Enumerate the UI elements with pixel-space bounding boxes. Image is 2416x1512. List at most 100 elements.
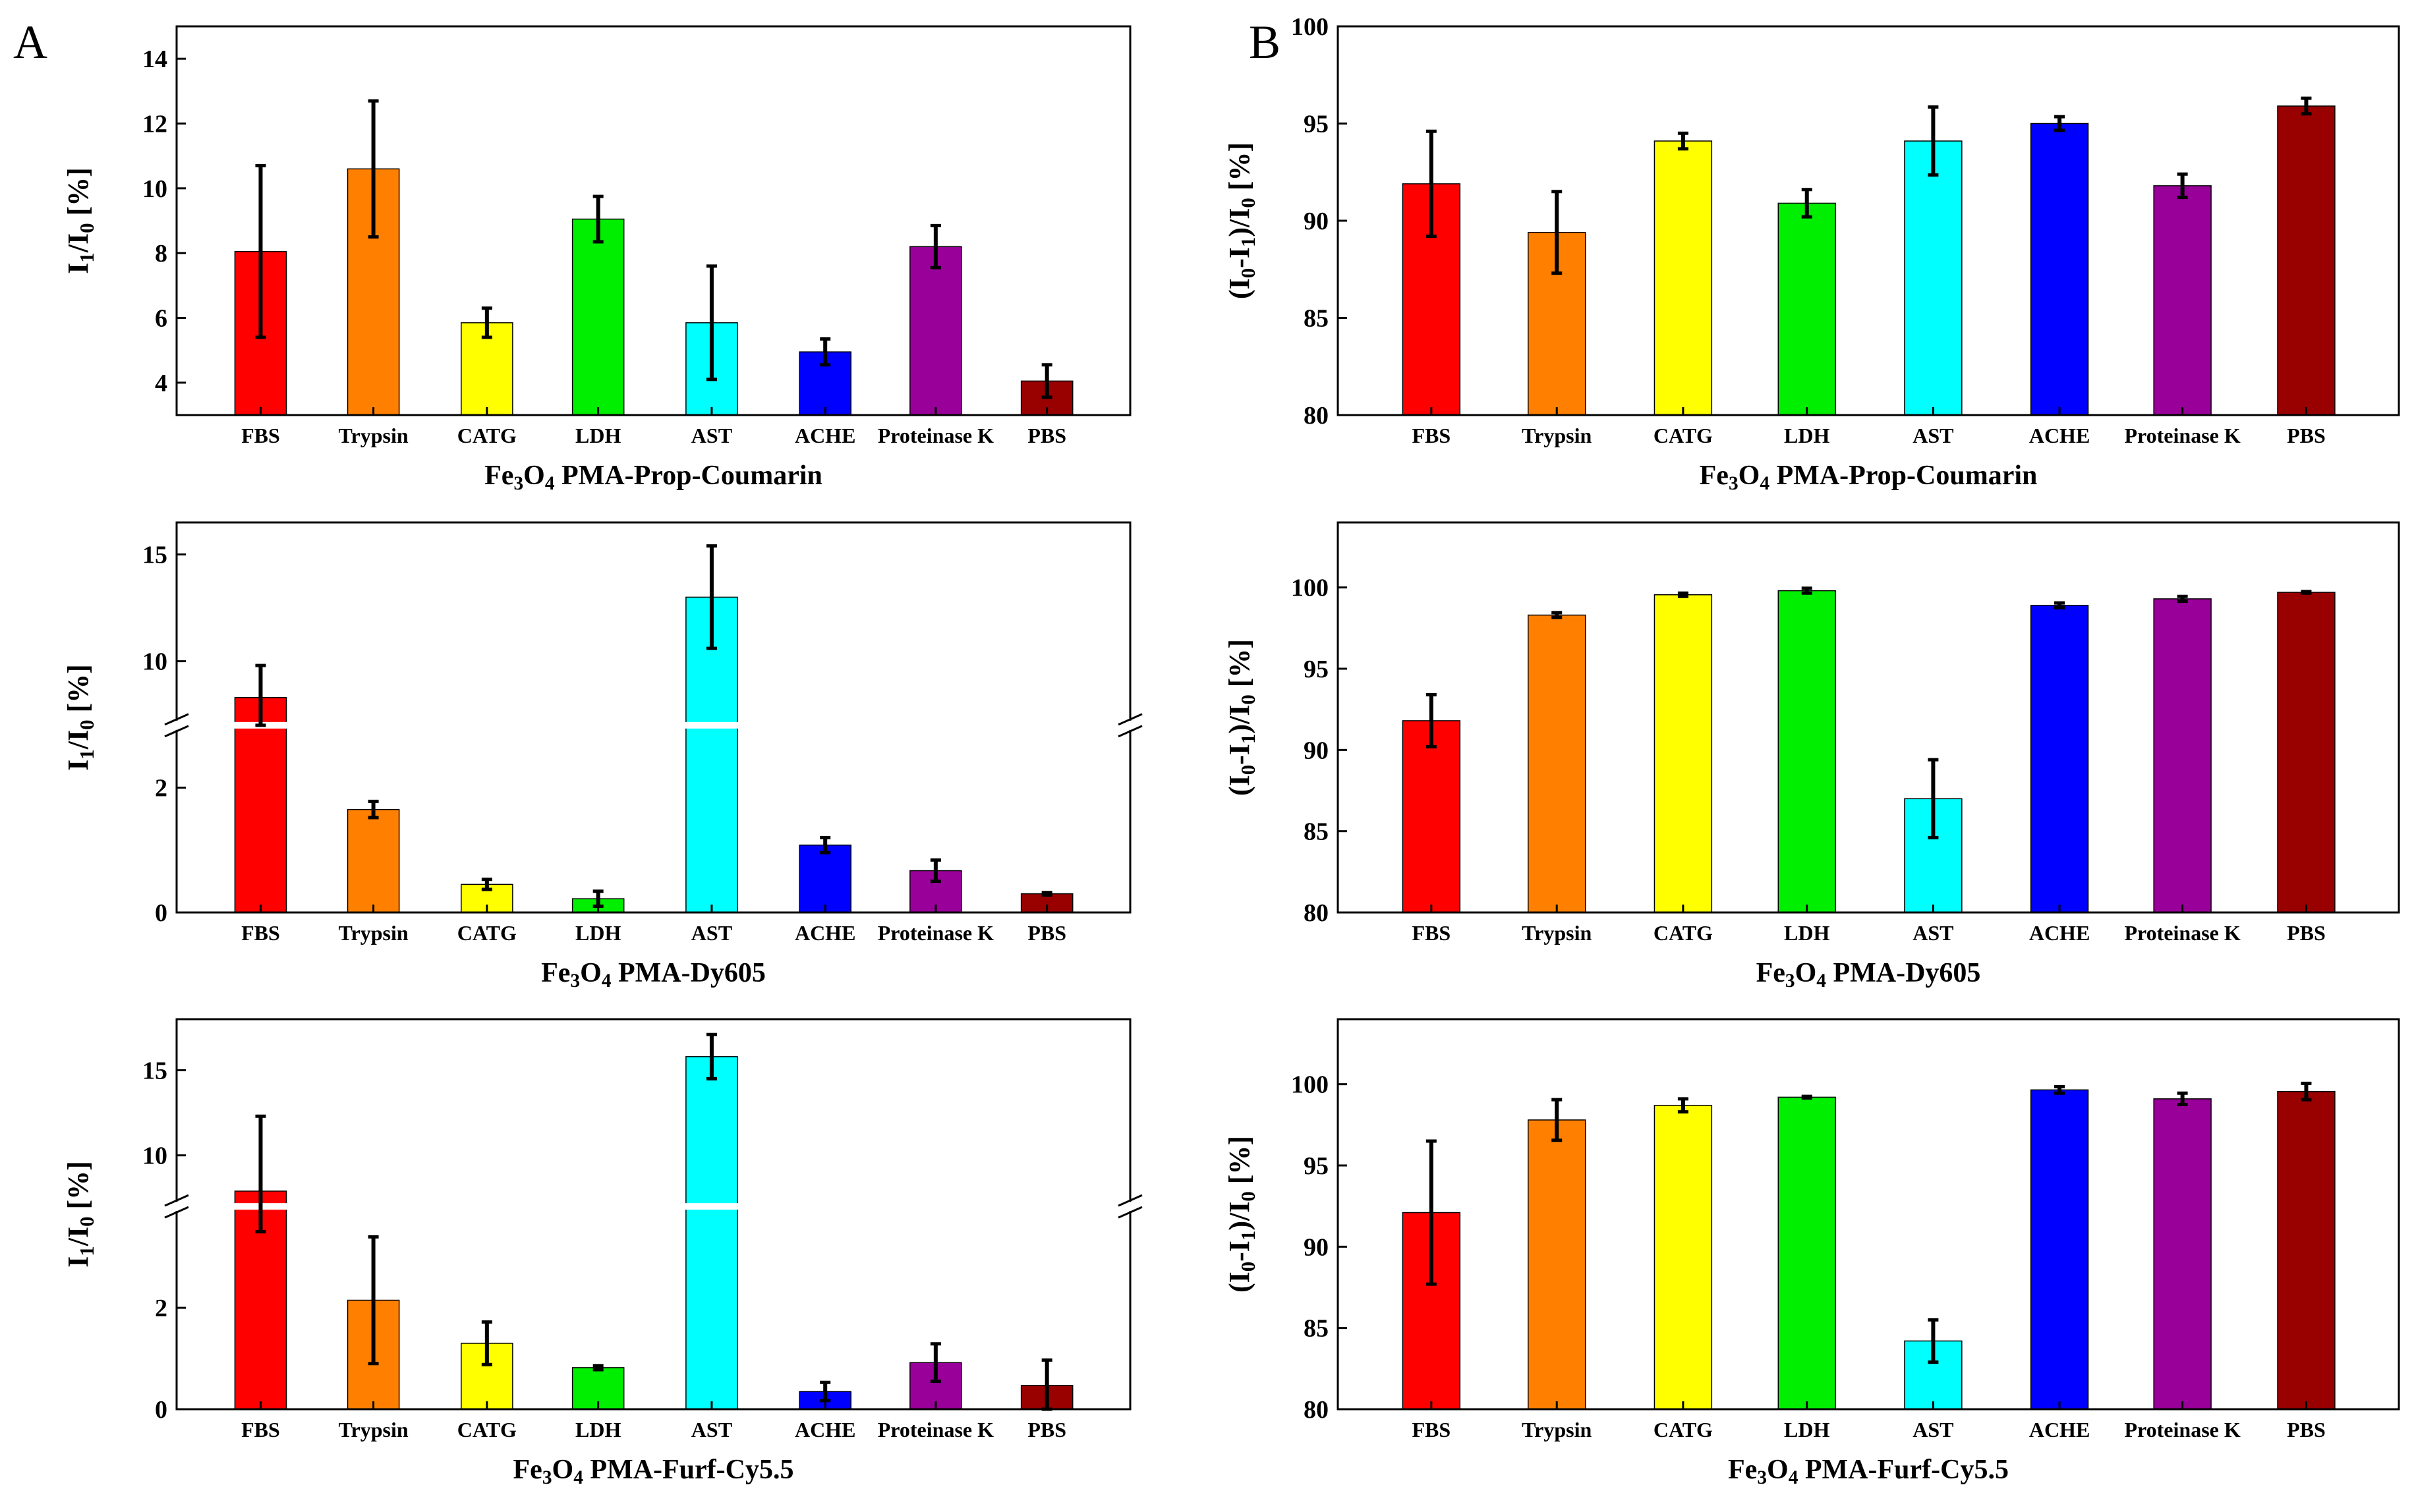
bar-ache: [2030, 1089, 2089, 1410]
error-bar-ast: [706, 264, 717, 381]
bar-fbs: [234, 696, 287, 913]
x-tick-label-proteinase-k: Proteinase K: [878, 1418, 994, 1442]
error-bar-ache: [820, 1380, 831, 1403]
x-tick-label-fbs: FBS: [241, 424, 280, 447]
error-bar-ast: [1928, 1318, 1939, 1364]
axis-break-mark: [164, 713, 189, 726]
x-tick-label-catg: CATG: [1654, 921, 1713, 945]
y-tick-label: 80: [1304, 899, 1329, 927]
x-tick-label-fbs: FBS: [241, 1418, 280, 1442]
x-tick-label-proteinase-k: Proteinase K: [2124, 424, 2240, 447]
error-bar-ldh: [592, 194, 604, 244]
y-tick-label: 10: [142, 1142, 167, 1170]
plot-frame: [1337, 1018, 2400, 1411]
x-tick-label-pbs: PBS: [2287, 921, 2326, 945]
error-bar-proteinase-k: [930, 858, 941, 883]
error-bar-ache: [820, 835, 831, 854]
plot-frame: [175, 25, 1132, 416]
bar-catg: [1654, 1104, 1713, 1410]
bar-proteinase-k: [909, 246, 962, 416]
error-bar-catg: [1677, 591, 1688, 598]
error-bar-ldh: [1801, 188, 1812, 219]
bar-pbs: [2277, 105, 2336, 416]
plot-frame: [1337, 25, 2400, 416]
y-tick-label: 85: [1304, 305, 1329, 333]
bar-ast: [1904, 140, 1963, 416]
x-tick-label-catg: CATG: [1654, 1418, 1713, 1442]
error-bar-trypsin: [368, 99, 379, 239]
axis-break-mark: [164, 1194, 189, 1207]
error-bar-proteinase-k: [930, 223, 941, 269]
x-axis-label: Fe3O4 PMA-Prop-Coumarin: [1700, 461, 2038, 494]
x-tick-label-ache: ACHE: [2029, 921, 2090, 945]
x-tick-label-ldh: LDH: [575, 921, 621, 945]
x-tick-label-trypsin: Trypsin: [1522, 1418, 1592, 1442]
axis-break-gap: [163, 720, 190, 730]
error-bar-catg: [1677, 131, 1688, 151]
x-tick-label-catg: CATG: [1654, 424, 1713, 447]
bar-ast: [685, 1056, 738, 1410]
y-tick-label: 2: [155, 775, 167, 802]
x-axis-label: Fe3O4 PMA-Dy605: [541, 958, 766, 992]
error-bar-catg: [481, 1320, 492, 1366]
x-tick-label-ast: AST: [691, 921, 732, 945]
chart-b2: 80 85 90 95 100 FBS Trypsin CATG LDH AST ACHE Prote…: [1223, 521, 2400, 992]
x-axis-label: Fe3O4 PMA-Furf-Cy5.5: [1728, 1455, 2009, 1488]
y-tick-label: 10: [142, 648, 167, 676]
error-bar-ldh: [592, 1364, 604, 1372]
x-tick-label-ldh: LDH: [575, 424, 621, 447]
y-tick-label: 95: [1304, 1152, 1329, 1180]
x-tick-label-proteinase-k: Proteinase K: [878, 424, 994, 447]
y-tick-label: 90: [1304, 1233, 1329, 1261]
x-axis-label: Fe3O4 PMA-Prop-Coumarin: [484, 461, 822, 494]
error-bar-ache: [2054, 1084, 2065, 1095]
x-axis-label: Fe3O4 PMA-Dy605: [1756, 958, 1981, 992]
y-tick-label: 85: [1304, 1315, 1329, 1343]
error-bar-proteinase-k: [2177, 172, 2188, 200]
x-tick-label-ache: ACHE: [2029, 424, 2090, 447]
error-bar-trypsin: [1551, 1098, 1563, 1142]
x-tick-label-pbs: PBS: [2287, 1418, 2326, 1442]
error-bar-ast: [706, 544, 717, 650]
panel-label-b: B: [1249, 16, 1280, 69]
error-bar-pbs: [2301, 96, 2312, 116]
x-tick-label-proteinase-k: Proteinase K: [878, 921, 994, 945]
bar-trypsin: [347, 808, 400, 913]
x-tick-label-proteinase-k: Proteinase K: [2124, 1418, 2240, 1442]
y-tick-label: 95: [1304, 111, 1329, 138]
axis-break-mark: [164, 725, 189, 738]
error-bar-trypsin: [1551, 190, 1563, 275]
error-bar-pbs: [1041, 363, 1052, 399]
axis-break-mark: [1118, 713, 1143, 726]
x-tick-label-fbs: FBS: [1412, 921, 1451, 945]
plot-frame: [1337, 521, 2400, 914]
error-bar-fbs: [255, 1114, 266, 1234]
error-bar-proteinase-k: [2177, 594, 2188, 603]
axis-break-gap: [1117, 1202, 1143, 1212]
x-tick-label-fbs: FBS: [241, 921, 280, 945]
x-tick-label-fbs: FBS: [1412, 1418, 1451, 1442]
y-tick-label: 80: [1304, 1396, 1329, 1424]
error-bar-fbs: [1425, 129, 1437, 238]
error-bar-ache: [2054, 115, 2065, 132]
bar-ldh: [1777, 1096, 1836, 1410]
x-tick-label-catg: CATG: [457, 921, 517, 945]
y-tick-label: 12: [142, 111, 167, 138]
error-bar-fbs: [1425, 1139, 1437, 1286]
bar-ache: [799, 844, 851, 913]
axis-break-mark: [1118, 725, 1143, 738]
error-bar-pbs: [1041, 891, 1052, 897]
x-tick-label-proteinase-k: Proteinase K: [2124, 921, 2240, 945]
x-tick-label-ast: AST: [691, 1418, 732, 1442]
axis-break-gap: [1117, 720, 1143, 730]
x-tick-label-ast: AST: [1913, 1418, 1953, 1442]
y-tick-label: 85: [1304, 818, 1329, 846]
chart-a1: 4 6 8 10 12 14 FBS Trypsin CATG LDH AST ACHE Protein…: [62, 25, 1132, 494]
bar-ldh: [571, 218, 625, 416]
error-bar-proteinase-k: [930, 1342, 941, 1384]
plot-frame: [175, 1018, 1132, 1411]
y-tick-label: 15: [142, 1057, 167, 1084]
bar-catg: [1654, 594, 1713, 913]
bar-trypsin: [1528, 1119, 1586, 1410]
